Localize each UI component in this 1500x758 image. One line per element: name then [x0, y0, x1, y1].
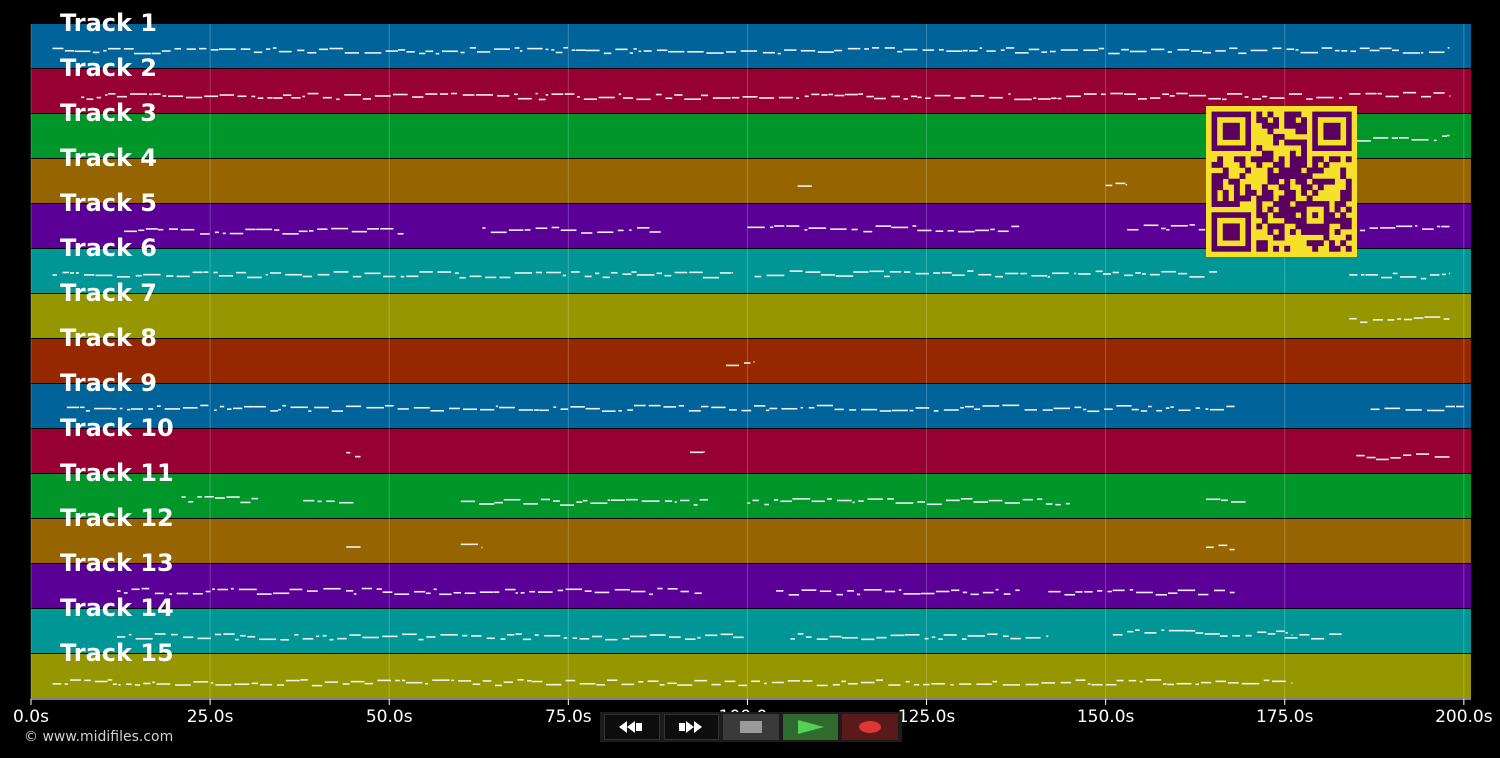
tick-label: 200.0s: [1435, 707, 1493, 727]
tick-label: 175.0s: [1255, 707, 1314, 727]
track-label: Track 15: [60, 639, 174, 667]
track-label: Track 12: [60, 504, 174, 532]
qr-code-icon[interactable]: [1206, 106, 1357, 257]
play-button[interactable]: [782, 714, 839, 740]
track-notes: [52, 270, 1450, 280]
track-band: [31, 429, 1471, 473]
track-label: Track 9: [60, 369, 158, 397]
track-band: [31, 339, 1471, 383]
track-label: Track 10: [60, 414, 174, 442]
track-band: [31, 474, 1471, 518]
track-label: Track 8: [60, 324, 158, 352]
record-button[interactable]: [842, 714, 898, 740]
fast-forward-button[interactable]: [663, 714, 720, 740]
track-notes: [797, 182, 1128, 187]
tick-label: 25.0s: [186, 707, 234, 727]
tick-label: 75.0s: [544, 707, 592, 727]
track-label: Track 7: [60, 279, 158, 307]
track-label: Track 4: [60, 144, 158, 172]
track-label: Track 6: [60, 234, 158, 262]
tick-label: 150.0s: [1076, 707, 1135, 727]
track-notes: [181, 495, 1246, 506]
track-notes: [81, 91, 1451, 101]
track-label: Track 3: [60, 99, 158, 127]
track-notes: [116, 629, 1342, 641]
track-band: [31, 609, 1471, 653]
track-band: [31, 654, 1471, 698]
rewind-button[interactable]: [604, 714, 660, 740]
track-band: [31, 294, 1471, 338]
track-label: Track 5: [60, 189, 158, 217]
track-notes: [346, 450, 1450, 461]
copyright-text: © www.midifiles.com: [24, 729, 174, 745]
track-band: [31, 564, 1471, 608]
track-notes: [66, 404, 1464, 413]
track-notes: [116, 587, 1235, 596]
stop-button[interactable]: [723, 714, 779, 740]
tick-label: 50.0s: [365, 707, 413, 727]
track-notes: [1349, 316, 1450, 324]
rewind-icon: [618, 721, 642, 733]
play-icon: [797, 720, 824, 734]
track-band: [31, 519, 1471, 563]
stop-icon: [740, 721, 763, 733]
track-label: Track 2: [60, 54, 158, 82]
track-notes: [346, 543, 1235, 551]
track-label: Track 1: [60, 9, 158, 37]
record-icon: [859, 721, 882, 733]
transport-controls: [600, 712, 902, 742]
track-band: [31, 69, 1471, 113]
track-notes: [52, 679, 1293, 687]
track-notes: [1356, 134, 1450, 142]
track-notes: [52, 46, 1450, 55]
track-notes: [725, 361, 755, 367]
tick-label: 125.0s: [897, 707, 956, 727]
fast-forward-icon: [679, 721, 703, 733]
track-band: [31, 24, 1471, 68]
track-label: Track 14: [60, 594, 174, 622]
tick-label: 0.0s: [13, 707, 49, 727]
track-label: Track 13: [60, 549, 174, 577]
track-label: Track 11: [60, 459, 174, 487]
